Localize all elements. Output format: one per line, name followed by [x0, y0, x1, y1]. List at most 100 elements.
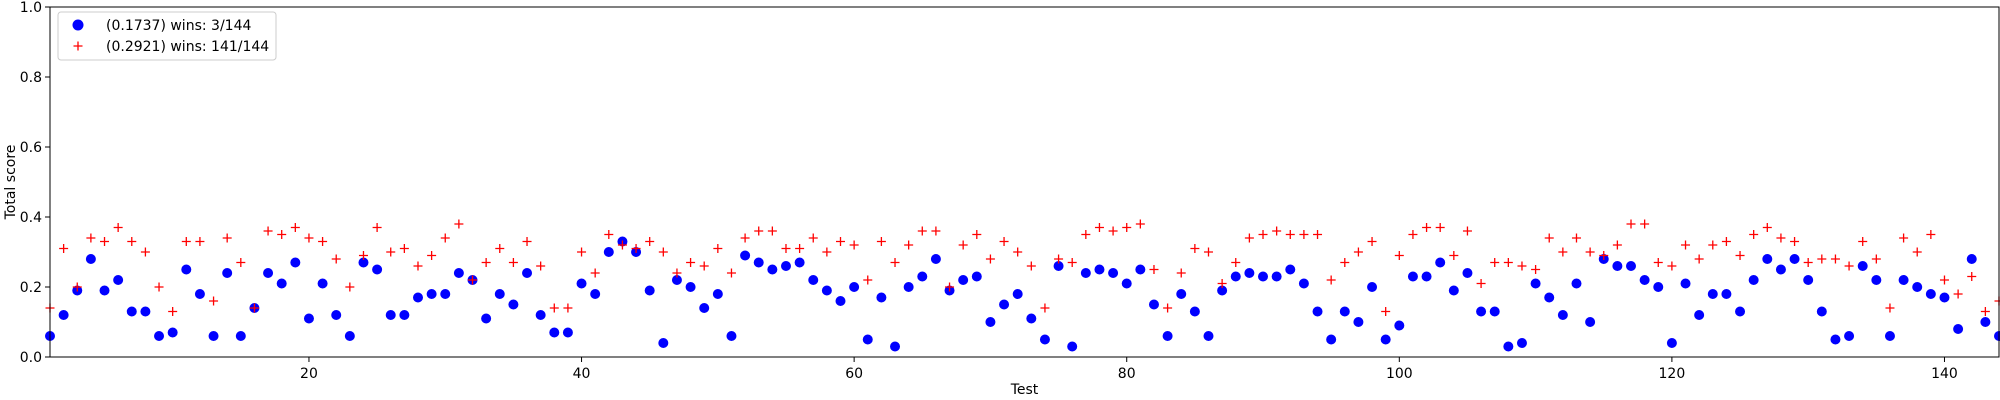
data-point-red [100, 237, 110, 246]
data-point-red [1503, 258, 1513, 267]
data-point-blue [85, 254, 96, 264]
data-point-blue [208, 331, 219, 341]
data-point-red [1626, 219, 1636, 229]
data-point-blue [194, 289, 205, 299]
data-point-blue [399, 310, 410, 320]
data-point-red [1653, 258, 1663, 267]
data-point-red [1217, 279, 1227, 288]
data-point-red [277, 230, 287, 239]
data-point-blue [726, 331, 737, 341]
legend-box [57, 11, 277, 61]
x-tick-label: 140 [1931, 366, 1958, 382]
data-point-red [1721, 237, 1731, 246]
data-point-blue [562, 327, 573, 338]
data-point-red [1871, 254, 1881, 264]
data-point-blue [276, 278, 287, 289]
data-point-blue [167, 327, 178, 338]
x-tick-label: 60 [845, 366, 863, 382]
data-point-red [1926, 230, 1936, 239]
data-point-blue [671, 275, 682, 285]
data-point-red [522, 237, 532, 246]
data-point-blue [1857, 261, 1868, 271]
data-point-red [985, 254, 995, 264]
data-point-blue [140, 306, 151, 317]
data-point-blue [780, 261, 791, 271]
data-point-red [331, 254, 341, 264]
data-point-blue [1407, 271, 1418, 282]
data-point-blue [1067, 341, 1078, 352]
data-point-blue [1026, 313, 1037, 324]
data-point-blue [808, 275, 819, 285]
data-point-red [113, 223, 123, 232]
x-axis-label: Test [1010, 382, 1039, 398]
data-point-blue [1053, 261, 1064, 271]
data-point-red [672, 268, 682, 278]
data-point-blue [1080, 268, 1091, 278]
data-point-blue [1094, 264, 1105, 275]
legend-entry-2: (0.2921) wins: 141/144 [106, 39, 269, 55]
data-point-red [127, 237, 137, 246]
data-point-red [249, 303, 259, 313]
data-point-red [1544, 233, 1554, 243]
data-point-red [59, 244, 69, 253]
data-point-red [1939, 275, 1949, 285]
data-point-blue [494, 289, 505, 299]
data-point-blue [903, 282, 914, 292]
data-point-red [1353, 247, 1363, 257]
data-point-blue [99, 285, 110, 296]
data-point-red [195, 237, 205, 246]
data-point-red [549, 303, 559, 313]
data-point-red [222, 233, 232, 243]
data-point-blue [331, 310, 342, 320]
data-point-blue [222, 268, 233, 278]
data-point-red [1313, 230, 1323, 239]
data-point-red [1040, 303, 1050, 313]
data-point-red [1517, 261, 1527, 271]
data-point-blue [1489, 306, 1500, 317]
data-point-blue [358, 257, 369, 268]
data-point-blue [1680, 278, 1691, 289]
data-point-blue [440, 289, 451, 299]
data-point-red [590, 268, 600, 278]
data-point-red [1558, 247, 1568, 257]
data-point-red [468, 275, 478, 285]
data-point-blue [290, 257, 301, 268]
data-point-red [1163, 303, 1173, 313]
data-point-blue [1612, 261, 1623, 271]
data-point-red [740, 233, 750, 243]
data-point-blue [263, 268, 274, 278]
data-point-red [1258, 230, 1268, 239]
data-point-blue [1789, 254, 1800, 264]
x-axis-ticks: 20 40 60 80 100 120 140 [300, 357, 1958, 382]
data-point-red [1231, 258, 1241, 267]
plot-frame [49, 6, 2000, 358]
data-point-blue [1176, 289, 1187, 299]
data-point-red [1435, 223, 1445, 232]
data-point-red [1776, 233, 1786, 243]
data-point-red [1490, 258, 1500, 267]
data-point-red [781, 244, 791, 253]
legend: (0.1737) wins: 3/144 (0.2921) wins: 141/… [57, 11, 277, 61]
data-point-blue [372, 264, 383, 275]
data-point-red [849, 240, 859, 250]
data-point-blue [1189, 306, 1200, 317]
data-point-red [999, 237, 1009, 246]
data-point-red [1026, 261, 1036, 271]
data-point-red [1054, 254, 1064, 264]
data-point-red [1013, 247, 1023, 257]
data-point-red [1422, 223, 1432, 232]
data-point-red [1667, 261, 1677, 271]
data-point-blue [712, 289, 723, 299]
data-point-blue [958, 275, 969, 285]
data-point-red [863, 275, 873, 285]
data-point-blue [1639, 275, 1650, 285]
data-point-blue [549, 327, 560, 338]
data-point-blue [1435, 257, 1446, 268]
data-point-blue [113, 275, 124, 285]
data-point-blue [344, 331, 355, 341]
y-tick-label: 1.0 [20, 0, 42, 16]
data-point-blue [685, 282, 696, 292]
data-point-red [1272, 226, 1282, 236]
data-point-blue [1476, 306, 1487, 317]
data-point-blue [1816, 306, 1827, 317]
